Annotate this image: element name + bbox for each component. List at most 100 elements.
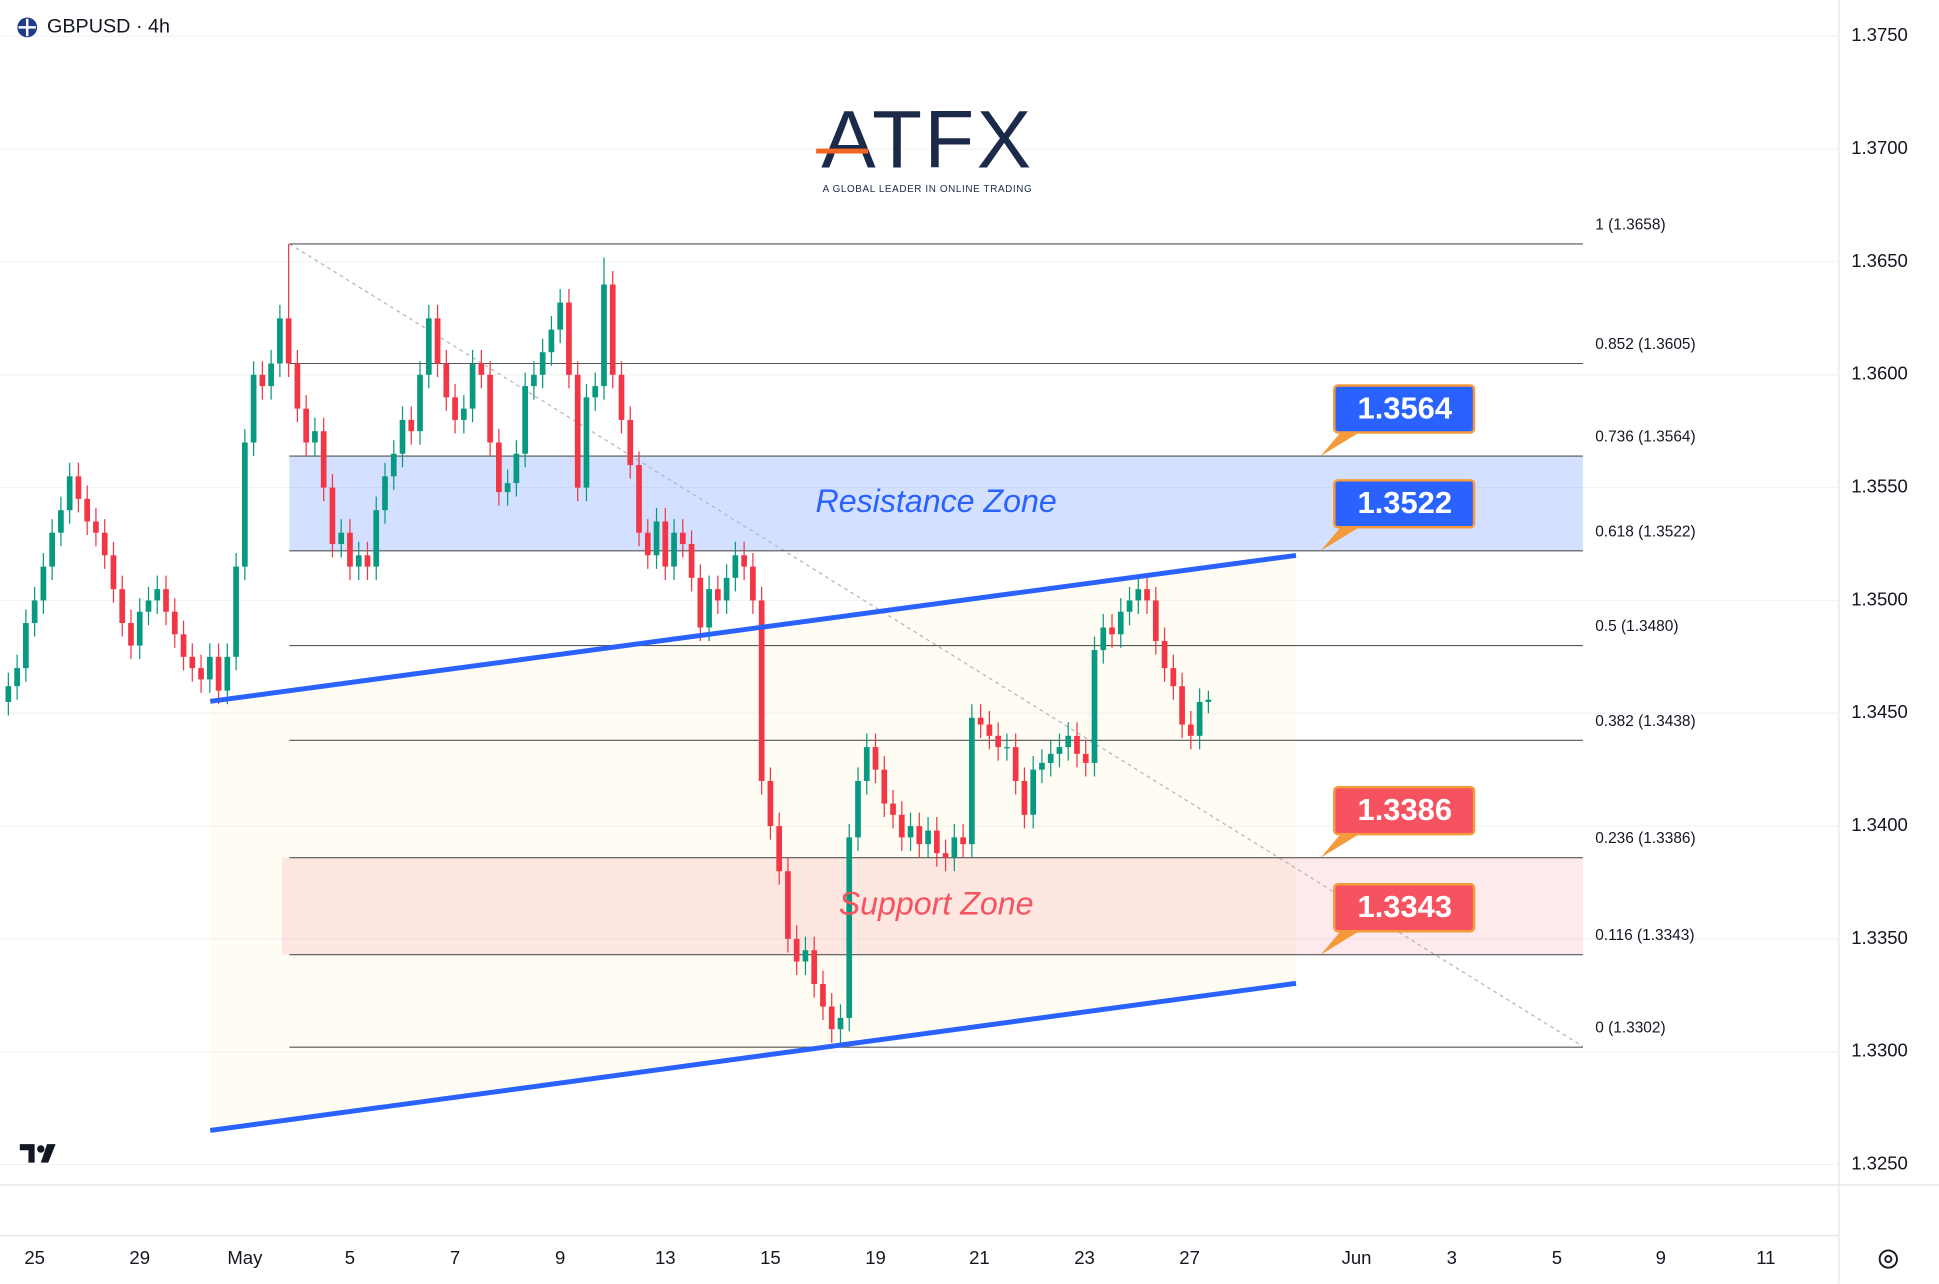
logo-accent	[816, 148, 869, 154]
candle-body	[1021, 780, 1028, 815]
candle-body	[338, 532, 345, 545]
candle-body	[995, 735, 1001, 748]
y-tick-label: 1.3400	[1851, 814, 1908, 835]
candle-body	[618, 374, 625, 420]
settings-icon-center	[1884, 1255, 1893, 1264]
settings-icon[interactable]	[1878, 1249, 1898, 1269]
x-tick-label: 7	[450, 1247, 460, 1268]
candle-body	[180, 634, 187, 657]
candle-body	[399, 419, 406, 454]
candle-body	[890, 803, 896, 815]
y-tick-label: 1.3700	[1851, 137, 1908, 158]
candle-body	[206, 656, 213, 680]
trend-line	[209, 980, 1297, 1133]
candle-body	[198, 668, 204, 680]
candle-body	[820, 984, 826, 1007]
candle-body	[548, 329, 555, 353]
candle-body	[110, 555, 117, 590]
drawings-back	[210, 243, 1584, 1131]
candle-body	[417, 374, 423, 432]
candle-body	[5, 686, 12, 702]
candle-body	[355, 555, 362, 567]
candle-body	[679, 532, 686, 545]
candle-body	[925, 830, 931, 845]
candle-body	[531, 374, 537, 387]
candle-body	[329, 487, 336, 545]
candle-body	[828, 1006, 835, 1030]
price-callout-label: 1.3386	[1358, 792, 1453, 827]
candle-body	[715, 589, 721, 601]
candle-body	[163, 589, 169, 612]
candle-body	[75, 476, 82, 499]
symbol-title: GBPUSD · 4h	[47, 16, 170, 38]
candle-body	[136, 611, 143, 646]
fib-label: 0 (1.3302)	[1595, 1020, 1665, 1037]
candle-body	[1135, 589, 1142, 601]
candle-body	[1012, 747, 1019, 781]
candle-body	[776, 826, 783, 872]
candle-body	[592, 386, 599, 398]
candle-body	[863, 747, 870, 781]
x-tick-label: 15	[760, 1247, 781, 1268]
candle-body	[171, 611, 178, 635]
y-tick-label: 1.3550	[1851, 475, 1908, 496]
candle-body	[23, 622, 29, 669]
fib-label: 0.116 (1.3343)	[1595, 927, 1694, 944]
candle-body	[128, 622, 134, 646]
tradingview-logo	[19, 1144, 56, 1163]
candle-body	[1170, 668, 1177, 687]
x-tick-label: Jun	[1342, 1247, 1372, 1268]
candle-body	[119, 589, 126, 623]
symbol-flag-cross	[18, 18, 36, 37]
candle-body	[706, 589, 712, 628]
candle-body	[601, 284, 607, 387]
candle-body	[154, 589, 161, 601]
channel-shade	[210, 555, 1296, 1131]
candle-body	[1196, 701, 1203, 736]
candle-body	[408, 419, 415, 432]
x-tick-label: 25	[24, 1247, 45, 1268]
candle-body	[732, 555, 739, 578]
price-callout-label: 1.3343	[1358, 889, 1453, 924]
candle-body	[697, 577, 704, 628]
candle-body	[1100, 627, 1107, 651]
logo: ATFX	[821, 95, 1033, 186]
candle-body	[785, 871, 791, 939]
fib-label: 0.618 (1.3522)	[1595, 523, 1695, 540]
x-tick-label: 3	[1447, 1247, 1457, 1268]
candle-body	[539, 352, 546, 375]
x-tick-label: 13	[655, 1247, 676, 1268]
candle-body	[566, 302, 572, 375]
candle-body	[513, 453, 520, 484]
candle-body	[662, 521, 669, 567]
price-callout-label: 1.3564	[1358, 390, 1453, 425]
tv-logo-part	[37, 1145, 45, 1153]
y-tick-label: 1.3450	[1851, 701, 1908, 722]
y-tick-label: 1.3300	[1851, 1040, 1908, 1061]
candle-body	[189, 656, 196, 669]
candle-body	[881, 769, 888, 804]
candle-body	[986, 724, 993, 736]
candle-body	[1074, 735, 1080, 754]
fib-label: 0.852 (1.3605)	[1595, 336, 1695, 353]
candle-body	[84, 498, 91, 522]
candle-body	[40, 566, 47, 601]
candle-body	[320, 431, 327, 488]
candle-body	[627, 419, 634, 466]
x-tick-label: 5	[1552, 1247, 1562, 1268]
candle-body	[1126, 600, 1133, 612]
candle-body	[942, 853, 949, 858]
candle-body	[1117, 611, 1124, 635]
candle-body	[557, 302, 564, 330]
candle-body	[347, 532, 353, 567]
price-callout	[1333, 384, 1476, 434]
candle-body	[31, 600, 38, 623]
x-tick-label: 11	[1756, 1247, 1775, 1268]
candle-body	[741, 555, 747, 567]
x-tick-label: 29	[129, 1247, 150, 1268]
candle-body	[583, 397, 590, 488]
x-tick-label: 19	[865, 1247, 886, 1268]
